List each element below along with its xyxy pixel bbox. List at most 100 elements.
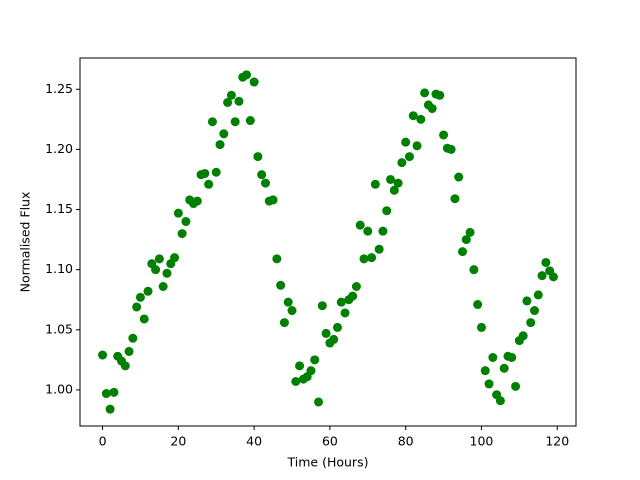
point bbox=[416, 114, 426, 124]
point bbox=[336, 297, 346, 307]
point bbox=[105, 404, 115, 414]
point bbox=[151, 265, 161, 275]
point bbox=[450, 194, 460, 204]
point bbox=[397, 158, 407, 168]
point bbox=[329, 334, 339, 344]
point bbox=[98, 350, 108, 360]
point bbox=[461, 235, 471, 245]
point bbox=[101, 389, 111, 399]
point bbox=[306, 366, 316, 376]
point bbox=[181, 217, 191, 227]
point bbox=[526, 318, 536, 328]
point bbox=[158, 281, 168, 291]
point bbox=[317, 301, 327, 311]
y-tick-label: 1.10 bbox=[45, 261, 73, 276]
point bbox=[518, 331, 528, 341]
y-axis-label: Normalised Flux bbox=[18, 192, 33, 293]
point bbox=[435, 90, 445, 100]
x-axis-label: Time (Hours) bbox=[287, 455, 369, 470]
x-tick-label: 60 bbox=[322, 434, 338, 449]
y-tick-label: 1.05 bbox=[45, 321, 73, 336]
point bbox=[276, 280, 286, 290]
point bbox=[404, 152, 414, 162]
point bbox=[340, 308, 350, 318]
plot-frame bbox=[79, 57, 577, 427]
point bbox=[507, 352, 517, 362]
point bbox=[408, 111, 418, 121]
point bbox=[177, 229, 187, 239]
point bbox=[458, 247, 468, 257]
point bbox=[192, 196, 202, 206]
point bbox=[170, 253, 180, 263]
point bbox=[120, 361, 130, 371]
x-tick-label: 40 bbox=[246, 434, 262, 449]
y-tick-label: 1.20 bbox=[45, 141, 73, 156]
point bbox=[132, 302, 142, 312]
point bbox=[223, 97, 233, 107]
x-tick-label: 20 bbox=[170, 434, 186, 449]
point bbox=[257, 170, 267, 180]
point bbox=[332, 322, 342, 332]
point bbox=[242, 70, 252, 80]
point bbox=[211, 167, 221, 177]
point bbox=[374, 244, 384, 254]
point bbox=[204, 179, 214, 189]
point bbox=[537, 271, 547, 281]
point bbox=[465, 227, 475, 237]
point bbox=[363, 226, 373, 236]
point bbox=[219, 129, 229, 139]
point bbox=[154, 254, 164, 264]
point bbox=[310, 355, 320, 365]
point bbox=[454, 172, 464, 182]
point bbox=[234, 96, 244, 106]
point bbox=[135, 292, 145, 302]
point bbox=[511, 381, 521, 391]
point bbox=[476, 322, 486, 332]
point bbox=[359, 254, 369, 264]
point bbox=[351, 281, 361, 291]
point bbox=[439, 130, 449, 140]
point bbox=[488, 352, 498, 362]
point bbox=[420, 88, 430, 98]
point bbox=[215, 140, 225, 150]
y-tick-label: 1.00 bbox=[45, 381, 73, 396]
point bbox=[348, 291, 358, 301]
point bbox=[427, 104, 437, 114]
point bbox=[230, 117, 240, 127]
point bbox=[533, 290, 543, 300]
point bbox=[370, 179, 380, 189]
point bbox=[355, 220, 365, 230]
point bbox=[295, 361, 305, 371]
point bbox=[287, 306, 297, 316]
point bbox=[207, 117, 217, 127]
point bbox=[162, 268, 172, 278]
point bbox=[109, 387, 119, 397]
point bbox=[469, 265, 479, 275]
point bbox=[480, 366, 490, 376]
point bbox=[321, 328, 331, 338]
point bbox=[283, 297, 293, 307]
point bbox=[249, 77, 259, 87]
point bbox=[173, 208, 183, 218]
point bbox=[314, 397, 324, 407]
point bbox=[484, 379, 494, 389]
point bbox=[393, 178, 403, 188]
point bbox=[200, 168, 210, 178]
point bbox=[367, 253, 377, 263]
point bbox=[473, 300, 483, 310]
point bbox=[272, 254, 282, 264]
point bbox=[268, 195, 278, 205]
point bbox=[548, 272, 558, 282]
point bbox=[386, 174, 396, 184]
point bbox=[124, 346, 134, 356]
point bbox=[260, 178, 270, 188]
point bbox=[530, 306, 540, 316]
point bbox=[378, 226, 388, 236]
point bbox=[541, 257, 551, 267]
point bbox=[499, 363, 509, 373]
y-tick-label: 1.15 bbox=[45, 201, 73, 216]
x-tick-label: 120 bbox=[545, 434, 569, 449]
x-tick-label: 80 bbox=[398, 434, 414, 449]
